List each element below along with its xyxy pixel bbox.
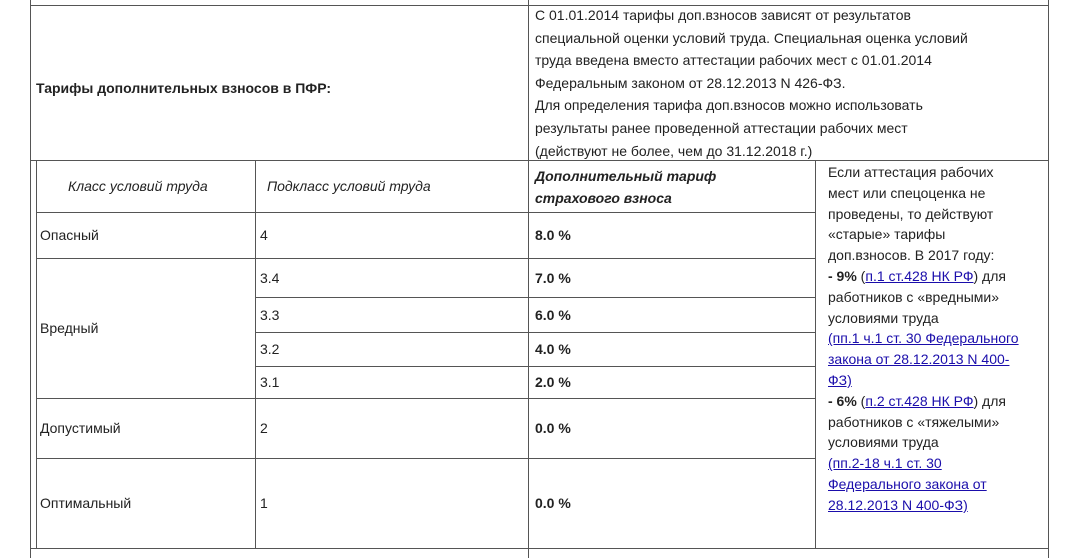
column-header: Дополнительный тариф	[535, 168, 717, 184]
border	[1048, 0, 1049, 558]
side-note-line: ФЗ)	[828, 371, 852, 389]
rate-cell: 0.0 %	[535, 495, 571, 511]
class-cell: Опасный	[40, 227, 99, 243]
note-text: работников с «вредными»	[828, 288, 1000, 305]
border	[30, 5, 1049, 6]
section-label: Тарифы дополнительных взносов в ПФР:	[36, 80, 332, 96]
subclass-cell: 3.3	[260, 306, 280, 323]
border	[255, 366, 816, 367]
note-text: доп.взносов. В 2017 году:	[828, 247, 995, 264]
note-text: проведены, то действуют	[828, 205, 994, 222]
link[interactable]: (пп.1 ч.1 ст. 30 Федерального	[828, 330, 1019, 347]
column-header: Класс условий труда	[68, 178, 208, 194]
side-note-line: 28.12.2013 N 400-ФЗ)	[828, 496, 968, 514]
side-note-line: проведены, то действуют	[828, 205, 993, 223]
subclass-cell: 3.2	[260, 341, 280, 357]
side-note-line: (пп.2-18 ч.1 ст. 30	[828, 454, 942, 472]
note-text: Если аттестация рабочих	[828, 164, 994, 180]
side-note-line: Если аттестация рабочих	[828, 163, 994, 181]
note-line: специальной оценки условий труда. Специа…	[535, 29, 968, 46]
note-text: (	[856, 268, 866, 284]
link[interactable]: п.1 ст.428 НК РФ	[865, 268, 974, 284]
side-note-line: «старые» тарифы	[828, 225, 945, 243]
note-text: условиями труда	[828, 434, 939, 451]
link[interactable]: п.2 ст.428 НК РФ	[865, 392, 974, 409]
rate-cell: 6.0 %	[535, 306, 571, 323]
border	[30, 548, 1049, 549]
note-text: условиями труда	[828, 309, 939, 326]
side-note-line: Федерального закона от	[828, 475, 987, 493]
note-text: ) для	[973, 268, 1006, 284]
note-line: (действуют не более, чем до 31.12.2018 г…	[535, 142, 813, 159]
link[interactable]: 28.12.2013 N 400-ФЗ)	[828, 496, 968, 513]
note-text: - 6%	[828, 392, 857, 409]
side-note-line: работников с «вредными»	[828, 288, 999, 306]
subclass-cell: 1	[260, 495, 268, 511]
subclass-cell: 2	[260, 420, 268, 436]
side-note-line: - 6% (п.2 ст.428 НК РФ) для	[828, 392, 1006, 410]
border	[36, 212, 816, 213]
link[interactable]: Федерального закона от	[828, 476, 987, 492]
column-header: Подкласс условий труда	[267, 178, 431, 194]
border	[36, 398, 816, 399]
link[interactable]: закона от 28.12.2013 N 400-	[828, 351, 1010, 368]
border	[255, 332, 816, 333]
note-text: работников с «тяжелыми»	[828, 413, 1000, 430]
border	[30, 0, 31, 558]
note-text: ) для	[973, 392, 1006, 409]
border	[36, 458, 816, 459]
rate-cell: 4.0 %	[535, 341, 571, 357]
rate-cell: 8.0 %	[535, 227, 571, 243]
note-text: (	[856, 392, 866, 409]
note-line: Для определения тарифа доп.взносов можно…	[535, 97, 923, 114]
note-text: - 9%	[828, 268, 857, 284]
side-note-line: условиями труда	[828, 309, 939, 327]
subclass-cell: 4	[260, 227, 268, 243]
note-line: результаты ранее проведенной аттестации …	[535, 120, 908, 136]
note-line: Федеральным законом от 28.12.2013 N 426-…	[535, 74, 846, 91]
side-note-line: мест или спецоценка не	[828, 184, 985, 202]
side-note-line: условиями труда	[828, 433, 939, 451]
border	[36, 160, 37, 548]
class-cell: Вредный	[40, 320, 99, 336]
note-text: «старые» тарифы	[828, 226, 946, 243]
link[interactable]: (пп.2-18 ч.1 ст. 30	[828, 455, 942, 472]
column-header: страхового взноса	[535, 190, 672, 206]
class-cell: Оптимальный	[40, 495, 132, 511]
border	[30, 160, 1049, 161]
border	[255, 297, 816, 298]
class-cell: Допустимый	[40, 420, 121, 436]
border	[255, 160, 256, 548]
border	[528, 0, 529, 558]
side-note-line: (пп.1 ч.1 ст. 30 Федерального	[828, 329, 1019, 347]
subclass-cell: 3.4	[260, 269, 280, 286]
side-note-line: доп.взносов. В 2017 году:	[828, 246, 994, 264]
subclass-cell: 3.1	[260, 374, 280, 390]
rate-cell: 0.0 %	[535, 420, 571, 436]
note-line: С 01.01.2014 тарифы доп.взносов зависят …	[535, 7, 911, 23]
border	[36, 258, 816, 259]
note-line: труда введена вместо аттестации рабочих …	[535, 52, 932, 69]
link[interactable]: ФЗ)	[828, 372, 852, 388]
border	[815, 160, 816, 548]
rate-cell: 2.0 %	[535, 374, 571, 390]
side-note-line: работников с «тяжелыми»	[828, 413, 999, 431]
side-note-line: - 9% (п.1 ст.428 НК РФ) для	[828, 267, 1006, 285]
note-text: мест или спецоценка не	[828, 184, 986, 201]
rate-cell: 7.0 %	[535, 269, 571, 286]
side-note-line: закона от 28.12.2013 N 400-	[828, 350, 1009, 368]
